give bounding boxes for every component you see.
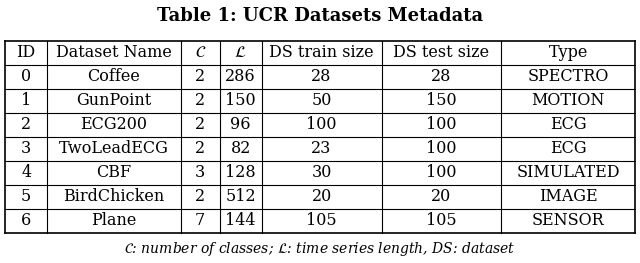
Text: 6: 6 <box>21 212 31 229</box>
Text: ECG: ECG <box>550 140 586 157</box>
Text: 20: 20 <box>431 188 452 205</box>
Text: ID: ID <box>17 44 36 61</box>
Text: 7: 7 <box>195 212 205 229</box>
Text: 2: 2 <box>195 188 205 205</box>
Text: SIMULATED: SIMULATED <box>516 164 620 181</box>
Text: MOTION: MOTION <box>531 92 605 109</box>
Text: 128: 128 <box>225 164 256 181</box>
Text: CBF: CBF <box>97 164 132 181</box>
Text: 20: 20 <box>312 188 332 205</box>
Text: 150: 150 <box>426 92 457 109</box>
Text: 512: 512 <box>225 188 256 205</box>
Text: DS test size: DS test size <box>394 44 490 61</box>
Text: 2: 2 <box>195 140 205 157</box>
Text: 100: 100 <box>307 116 337 133</box>
Text: 0: 0 <box>21 68 31 85</box>
Text: 144: 144 <box>225 212 256 229</box>
Text: 2: 2 <box>195 116 205 133</box>
Text: ECG200: ECG200 <box>81 116 147 133</box>
Text: $\mathcal{C}$: $\mathcal{C}$ <box>195 44 206 61</box>
Text: 4: 4 <box>21 164 31 181</box>
Text: 286: 286 <box>225 68 256 85</box>
Text: GunPoint: GunPoint <box>76 92 152 109</box>
Text: $\mathcal{L}$: $\mathcal{L}$ <box>234 44 247 61</box>
Text: 30: 30 <box>312 164 332 181</box>
Text: SENSOR: SENSOR <box>532 212 604 229</box>
Text: ECG: ECG <box>550 116 586 133</box>
Text: 82: 82 <box>230 140 251 157</box>
Text: 28: 28 <box>431 68 452 85</box>
Text: TwoLeadECG: TwoLeadECG <box>59 140 169 157</box>
Text: 105: 105 <box>426 212 457 229</box>
Text: 28: 28 <box>312 68 332 85</box>
Text: 100: 100 <box>426 164 457 181</box>
Text: $\mathcal{C}$: number of classes; $\mathcal{L}$: time series length, DS: dataset: $\mathcal{C}$: number of classes; $\math… <box>124 240 516 257</box>
Text: 3: 3 <box>195 164 205 181</box>
Text: Coffee: Coffee <box>88 68 140 85</box>
Text: IMAGE: IMAGE <box>539 188 597 205</box>
Text: 96: 96 <box>230 116 251 133</box>
Text: 2: 2 <box>195 92 205 109</box>
Text: Type: Type <box>548 44 588 61</box>
Text: Dataset Name: Dataset Name <box>56 44 172 61</box>
Text: 23: 23 <box>312 140 332 157</box>
Text: 150: 150 <box>225 92 256 109</box>
Text: 5: 5 <box>21 188 31 205</box>
Text: DS train size: DS train size <box>269 44 374 61</box>
Text: SPECTRO: SPECTRO <box>527 68 609 85</box>
Text: 2: 2 <box>195 68 205 85</box>
Text: 50: 50 <box>312 92 332 109</box>
Text: 1: 1 <box>21 92 31 109</box>
Text: BirdChicken: BirdChicken <box>63 188 164 205</box>
Text: 2: 2 <box>21 116 31 133</box>
Text: 100: 100 <box>426 116 457 133</box>
Text: Table 1: UCR Datasets Metadata: Table 1: UCR Datasets Metadata <box>157 7 483 24</box>
Text: Plane: Plane <box>92 212 137 229</box>
Text: 100: 100 <box>426 140 457 157</box>
Text: 3: 3 <box>21 140 31 157</box>
Text: 105: 105 <box>307 212 337 229</box>
